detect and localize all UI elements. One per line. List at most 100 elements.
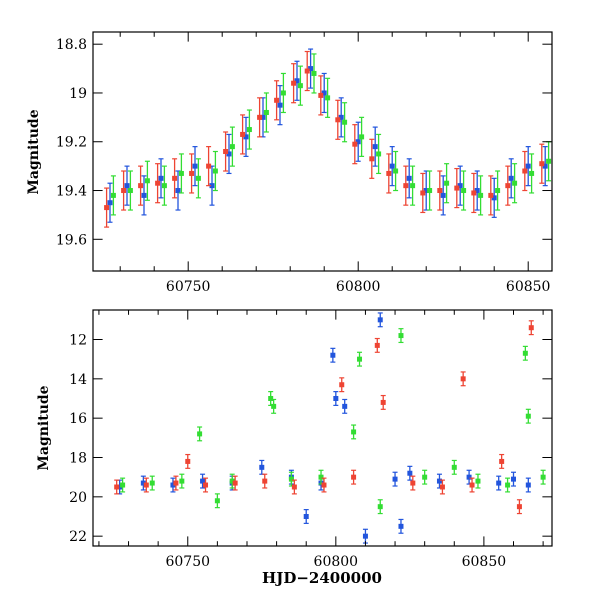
data-point [357, 356, 363, 362]
data-point [321, 482, 327, 488]
data-point [460, 376, 466, 382]
x-tick-label: 60750 [166, 279, 211, 295]
top-panel-frame [92, 31, 553, 272]
data-point [505, 183, 511, 189]
data-point [172, 175, 178, 181]
data-point [439, 484, 445, 490]
data-point [291, 484, 297, 490]
x-tick-label: 60800 [336, 279, 381, 295]
data-point [304, 68, 310, 74]
data-point [539, 161, 545, 167]
data-point [342, 119, 348, 125]
data-point [374, 342, 380, 348]
data-point [321, 90, 327, 96]
data-point [393, 168, 399, 174]
data-point [121, 188, 127, 194]
data-point [380, 399, 386, 405]
bottom-panel-xlabel: HJD−2400000 [262, 569, 382, 587]
data-point [223, 149, 229, 154]
data-point [117, 484, 123, 490]
data-point [522, 350, 528, 356]
data-point [268, 396, 274, 401]
data-point [155, 180, 161, 186]
data-point [195, 175, 201, 181]
y-tick-label: 19.2 [56, 135, 87, 151]
data-point [288, 476, 294, 482]
bottom-panel-points [114, 312, 546, 544]
data-point [140, 480, 146, 486]
data-point [495, 188, 501, 194]
bottom-panel: 60750 60800 60850 12 14 16 18 20 22 Magnitude HJ… [36, 309, 553, 587]
data-point [325, 95, 331, 101]
data-point [478, 192, 484, 198]
data-point [185, 458, 191, 464]
data-point [318, 474, 324, 480]
data-point [197, 431, 203, 437]
bottom-panel-ticks: 60750 60800 60850 12 14 16 18 20 22 [69, 310, 552, 570]
data-point [461, 188, 467, 194]
data-point [420, 190, 426, 196]
data-point [372, 144, 378, 150]
data-point [214, 498, 220, 504]
data-point [178, 170, 184, 176]
data-point [229, 478, 235, 484]
y-tick-label: 19 [69, 86, 87, 102]
data-point [488, 192, 494, 198]
data-point [437, 188, 443, 194]
data-point [232, 480, 238, 486]
data-point [496, 480, 502, 486]
data-point [398, 333, 404, 339]
x-tick-label: 60800 [314, 554, 359, 570]
data-point [179, 478, 185, 484]
data-point [120, 482, 126, 488]
data-point [246, 127, 252, 133]
data-point [377, 317, 383, 323]
data-point [206, 163, 212, 169]
data-point [525, 413, 531, 419]
data-point [294, 78, 300, 84]
data-point [376, 151, 382, 157]
data-point [423, 188, 429, 194]
data-point [342, 403, 348, 409]
data-point [525, 163, 531, 169]
data-point [542, 163, 548, 169]
data-point [229, 144, 235, 150]
data-point [260, 114, 266, 120]
bottom-panel-ylabel: Magnitude [36, 385, 52, 470]
data-point [259, 464, 265, 470]
data-point [339, 382, 345, 388]
data-point [475, 478, 481, 484]
data-point [511, 476, 517, 482]
data-point [529, 170, 535, 176]
data-point [262, 478, 268, 484]
data-point [427, 188, 433, 194]
data-point [398, 523, 404, 529]
data-point [440, 192, 446, 198]
y-tick-label: 16 [69, 411, 87, 427]
data-point [333, 396, 339, 401]
data-point [516, 504, 522, 510]
data-point [303, 514, 309, 519]
data-point [318, 92, 324, 98]
data-point [263, 109, 269, 115]
data-point [189, 170, 195, 176]
data-point [149, 480, 155, 486]
x-tick-label: 60850 [506, 279, 551, 295]
data-point [144, 178, 150, 184]
data-point [359, 134, 365, 140]
data-point [410, 480, 416, 486]
data-point [422, 474, 428, 480]
data-point [436, 478, 442, 484]
data-point [528, 325, 534, 331]
data-point [161, 183, 167, 189]
data-point [457, 183, 463, 189]
data-point [392, 476, 398, 482]
data-point [407, 470, 413, 476]
x-tick-label: 60750 [165, 554, 210, 570]
data-point [410, 183, 416, 189]
data-point [158, 175, 164, 181]
top-panel-ylabel: Magnitude [26, 109, 42, 194]
data-point [352, 141, 358, 147]
data-point [308, 66, 314, 72]
